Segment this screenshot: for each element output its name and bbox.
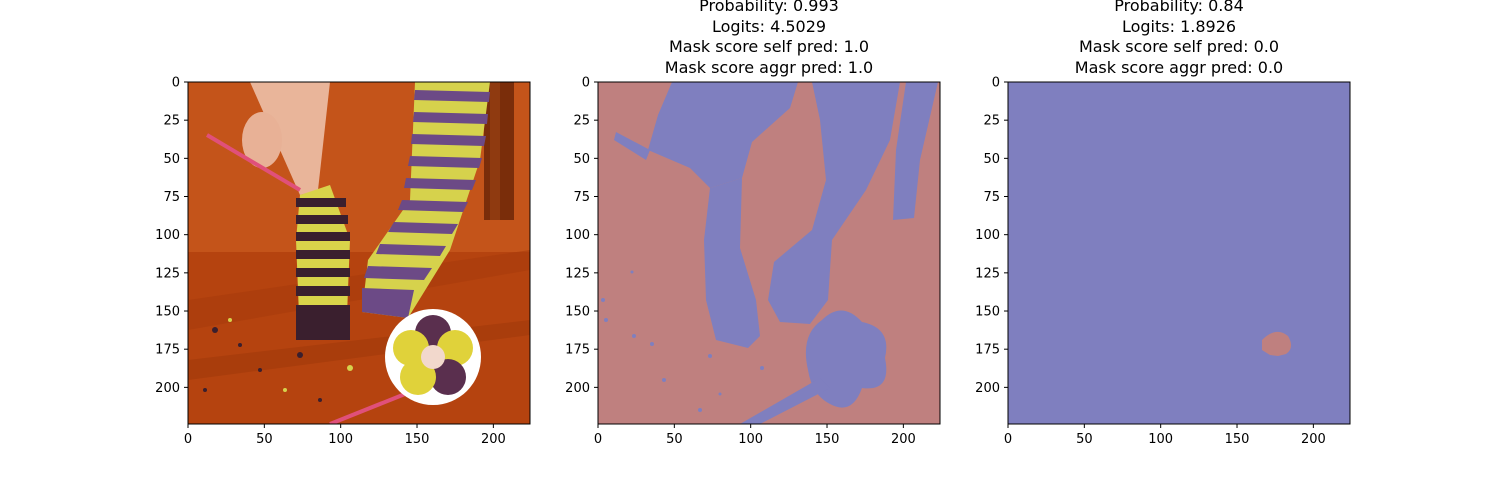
mask-1-image: [598, 82, 940, 424]
panel-3-title-line-2: Logits: 1.8926: [1122, 17, 1236, 36]
y-tick-label: 0: [582, 76, 590, 91]
y-tick-label: 175: [975, 343, 1000, 358]
panel-3-title-line-3: Mask score self pred: 0.0: [1079, 37, 1279, 56]
panel-3-title-line-1: Probability: 0.84: [1114, 0, 1244, 15]
y-tick-label: 0: [172, 76, 180, 91]
mask-panel-2-frame: [1007, 81, 1351, 425]
y-tick-label: 175: [565, 343, 590, 358]
y-tick-label: 100: [155, 228, 180, 243]
mask-panel-2-yaxis: 0 25 50 75 100 125 150 175 200: [975, 76, 1008, 396]
y-tick-label: 25: [983, 114, 1000, 129]
mask-panel-1: Probability: 0.993 Logits: 4.5029 Mask s…: [565, 0, 941, 447]
x-tick-label: 0: [594, 432, 602, 447]
mask-panel-1-yaxis: 0 25 50 75 100 125 150 175 200: [565, 76, 598, 396]
y-tick-label: 200: [975, 381, 1000, 396]
x-tick-label: 50: [666, 432, 683, 447]
y-tick-label: 150: [975, 305, 1000, 320]
y-tick-label: 125: [155, 266, 180, 281]
y-tick-label: 0: [992, 76, 1000, 91]
y-tick-label: 75: [573, 190, 590, 205]
y-tick-label: 75: [983, 190, 1000, 205]
image-panel-xaxis: 0 50 100 150 200: [184, 424, 506, 447]
mask-panel-2: Probability: 0.84 Logits: 1.8926 Mask sc…: [975, 0, 1351, 447]
photo: [188, 82, 530, 424]
panel-2-title-line-2: Logits: 4.5029: [712, 17, 826, 36]
image-panel-frame: [187, 81, 531, 425]
y-tick-label: 50: [573, 152, 590, 167]
y-tick-label: 25: [163, 114, 180, 129]
x-tick-label: 100: [738, 432, 763, 447]
mask-panel-1-xaxis: 0 50 100 150 200: [594, 424, 916, 447]
image-panel: 0 25 50 75 100 125 150 175 200 0 50 100 150 200: [155, 76, 531, 447]
image-panel-yaxis: 0 25 50 75 100 125 150 175 200: [155, 76, 188, 396]
x-tick-label: 200: [481, 432, 506, 447]
panel-3-title-line-4: Mask score aggr pred: 0.0: [1075, 58, 1283, 77]
x-tick-label: 150: [1225, 432, 1250, 447]
y-tick-label: 50: [163, 152, 180, 167]
flower-palette: [385, 309, 481, 405]
mask-2-image: [1008, 82, 1350, 424]
y-tick-label: 200: [155, 381, 180, 396]
x-tick-label: 0: [1004, 432, 1012, 447]
x-tick-label: 200: [1301, 432, 1326, 447]
mask-panel-2-xaxis: 0 50 100 150 200: [1004, 424, 1326, 447]
panel-2-title-line-4: Mask score aggr pred: 1.0: [665, 58, 873, 77]
y-tick-label: 125: [975, 266, 1000, 281]
y-tick-label: 175: [155, 343, 180, 358]
y-tick-label: 125: [565, 266, 590, 281]
y-tick-label: 50: [983, 152, 1000, 167]
x-tick-label: 100: [1148, 432, 1173, 447]
x-tick-label: 150: [405, 432, 430, 447]
x-tick-label: 100: [328, 432, 353, 447]
panel-2-title-line-3: Mask score self pred: 1.0: [669, 37, 869, 56]
mask-panel-1-frame: [597, 81, 941, 425]
y-tick-label: 200: [565, 381, 590, 396]
y-tick-label: 100: [565, 228, 590, 243]
y-tick-label: 150: [155, 305, 180, 320]
x-tick-label: 150: [815, 432, 840, 447]
y-tick-label: 75: [163, 190, 180, 205]
x-tick-label: 50: [256, 432, 273, 447]
x-tick-label: 0: [184, 432, 192, 447]
y-tick-label: 25: [573, 114, 590, 129]
x-tick-label: 200: [891, 432, 916, 447]
x-tick-label: 50: [1076, 432, 1093, 447]
panel-2-title-line-1: Probability: 0.993: [699, 0, 839, 15]
y-tick-label: 150: [565, 305, 590, 320]
y-tick-label: 100: [975, 228, 1000, 243]
